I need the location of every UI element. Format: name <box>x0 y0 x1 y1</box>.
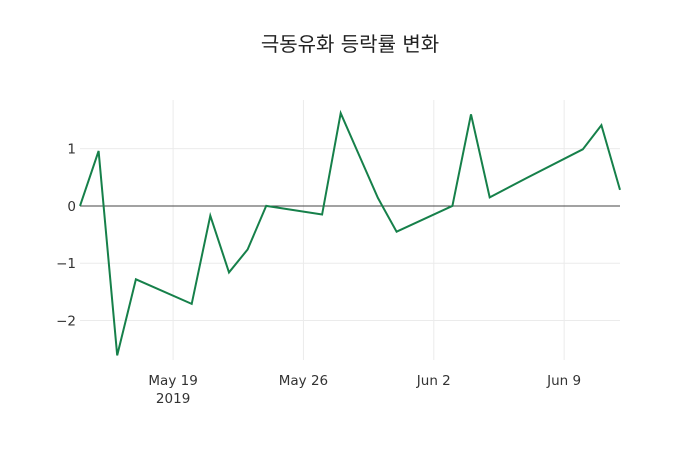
gridlines <box>80 100 620 360</box>
y-tick-label: 0 <box>67 199 76 215</box>
y-axis: 1 0 −1 −2 <box>56 142 76 330</box>
chart-title: 극동유화 등락률 변화 <box>260 32 440 56</box>
x-tick-label: Jun 2 <box>416 373 451 389</box>
x-tick-label: Jun 9 <box>546 373 581 389</box>
x-axis: May 19 2019 May 26 Jun 2 Jun 9 <box>148 373 581 407</box>
y-tick-label: −1 <box>56 256 76 272</box>
y-tick-label: −2 <box>56 313 76 329</box>
x-tick-year-label: 2019 <box>156 391 190 407</box>
data-series <box>79 109 621 356</box>
x-tick-label: May 26 <box>279 373 328 389</box>
y-tick-label: 1 <box>67 142 76 158</box>
series-line <box>79 109 621 356</box>
x-tick-label: May 19 <box>148 373 197 389</box>
